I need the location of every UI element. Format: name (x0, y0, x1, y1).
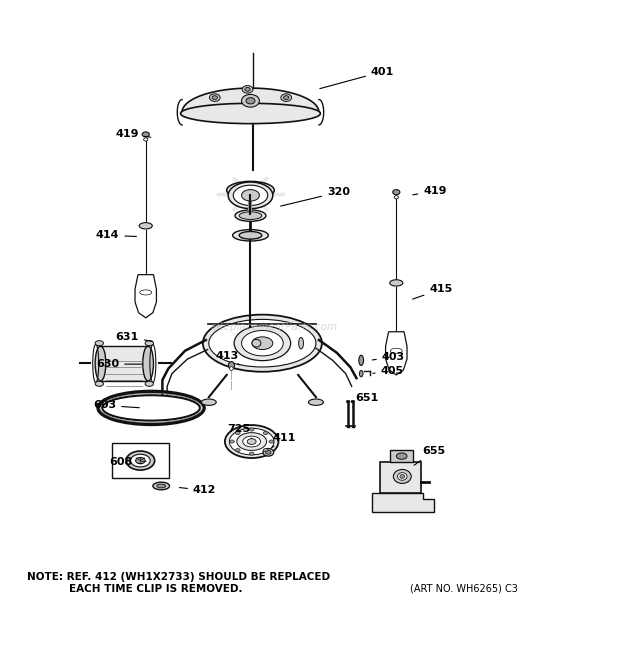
Ellipse shape (136, 457, 145, 464)
Ellipse shape (235, 210, 266, 221)
Text: 320: 320 (281, 187, 350, 206)
Text: 412: 412 (179, 485, 216, 495)
Ellipse shape (203, 315, 322, 371)
Ellipse shape (243, 436, 260, 447)
Ellipse shape (229, 367, 233, 370)
Ellipse shape (392, 190, 400, 195)
Polygon shape (135, 275, 156, 318)
Ellipse shape (95, 346, 106, 381)
Ellipse shape (263, 432, 268, 435)
Ellipse shape (400, 475, 405, 479)
Ellipse shape (236, 448, 240, 451)
Ellipse shape (393, 469, 411, 483)
Ellipse shape (269, 440, 273, 443)
Ellipse shape (102, 395, 200, 420)
Polygon shape (386, 332, 407, 375)
Ellipse shape (281, 94, 291, 101)
Polygon shape (373, 493, 434, 512)
Text: 413: 413 (215, 351, 240, 365)
Text: 651: 651 (353, 393, 378, 408)
Ellipse shape (143, 346, 154, 381)
Ellipse shape (233, 185, 268, 206)
Text: 419: 419 (115, 129, 151, 139)
Ellipse shape (228, 182, 273, 209)
Ellipse shape (347, 401, 350, 403)
Ellipse shape (245, 87, 250, 91)
Ellipse shape (95, 340, 104, 346)
Text: 655: 655 (414, 446, 445, 465)
Text: 608: 608 (110, 457, 142, 467)
Ellipse shape (225, 425, 278, 458)
Ellipse shape (228, 362, 234, 369)
Ellipse shape (234, 326, 291, 361)
Ellipse shape (252, 337, 273, 350)
Ellipse shape (144, 138, 148, 141)
Ellipse shape (180, 103, 321, 124)
Ellipse shape (396, 453, 407, 459)
Ellipse shape (236, 432, 240, 435)
Ellipse shape (210, 94, 220, 101)
Text: 415: 415 (413, 284, 453, 299)
Bar (100, 346, 148, 381)
Ellipse shape (212, 96, 218, 100)
Ellipse shape (283, 96, 289, 100)
Text: 725: 725 (227, 424, 252, 438)
Text: 401: 401 (320, 67, 394, 89)
Ellipse shape (239, 231, 262, 239)
Ellipse shape (126, 451, 154, 470)
Ellipse shape (397, 473, 407, 481)
Ellipse shape (239, 212, 262, 219)
Ellipse shape (390, 280, 403, 286)
Text: 405: 405 (373, 366, 404, 376)
Text: (ART NO. WH6265) C3: (ART NO. WH6265) C3 (410, 584, 518, 594)
Text: 631: 631 (116, 332, 153, 342)
Ellipse shape (153, 482, 169, 490)
Ellipse shape (242, 330, 283, 356)
Text: 419: 419 (413, 186, 447, 196)
Ellipse shape (229, 428, 274, 455)
Ellipse shape (360, 370, 363, 377)
Ellipse shape (242, 190, 259, 201)
Ellipse shape (229, 440, 234, 443)
Ellipse shape (265, 450, 271, 454)
Ellipse shape (351, 401, 355, 403)
Ellipse shape (202, 399, 216, 405)
Ellipse shape (95, 381, 104, 386)
Ellipse shape (309, 399, 324, 405)
Text: 630: 630 (96, 359, 142, 369)
Ellipse shape (263, 448, 268, 451)
Bar (391, 449, 413, 463)
Ellipse shape (227, 181, 274, 199)
Ellipse shape (139, 223, 153, 229)
Ellipse shape (242, 95, 259, 107)
Text: 414: 414 (96, 230, 136, 241)
Ellipse shape (263, 449, 273, 456)
Ellipse shape (242, 85, 253, 93)
Bar (112, 444, 169, 478)
Ellipse shape (246, 98, 255, 104)
Bar (380, 463, 421, 493)
Ellipse shape (249, 428, 254, 431)
Text: eReplacementParts.com: eReplacementParts.com (211, 323, 338, 332)
Ellipse shape (252, 339, 261, 347)
Ellipse shape (299, 338, 303, 349)
Ellipse shape (249, 452, 254, 455)
Ellipse shape (237, 433, 267, 450)
Ellipse shape (247, 439, 256, 444)
Text: NOTE: REF. 412 (WH1X2733) SHOULD BE REPLACED: NOTE: REF. 412 (WH1X2733) SHOULD BE REPL… (27, 572, 330, 582)
Ellipse shape (359, 355, 363, 366)
Text: 403: 403 (372, 352, 405, 362)
Ellipse shape (232, 229, 268, 241)
Ellipse shape (142, 132, 149, 137)
Text: 603: 603 (93, 401, 140, 410)
Text: EACH TIME CLIP IS REMOVED.: EACH TIME CLIP IS REMOVED. (69, 584, 242, 594)
Ellipse shape (394, 196, 399, 199)
Ellipse shape (145, 340, 154, 346)
Ellipse shape (145, 381, 154, 386)
Text: 411: 411 (273, 434, 296, 447)
Ellipse shape (157, 484, 166, 488)
Ellipse shape (209, 319, 316, 367)
Polygon shape (182, 88, 319, 112)
Ellipse shape (131, 454, 150, 467)
